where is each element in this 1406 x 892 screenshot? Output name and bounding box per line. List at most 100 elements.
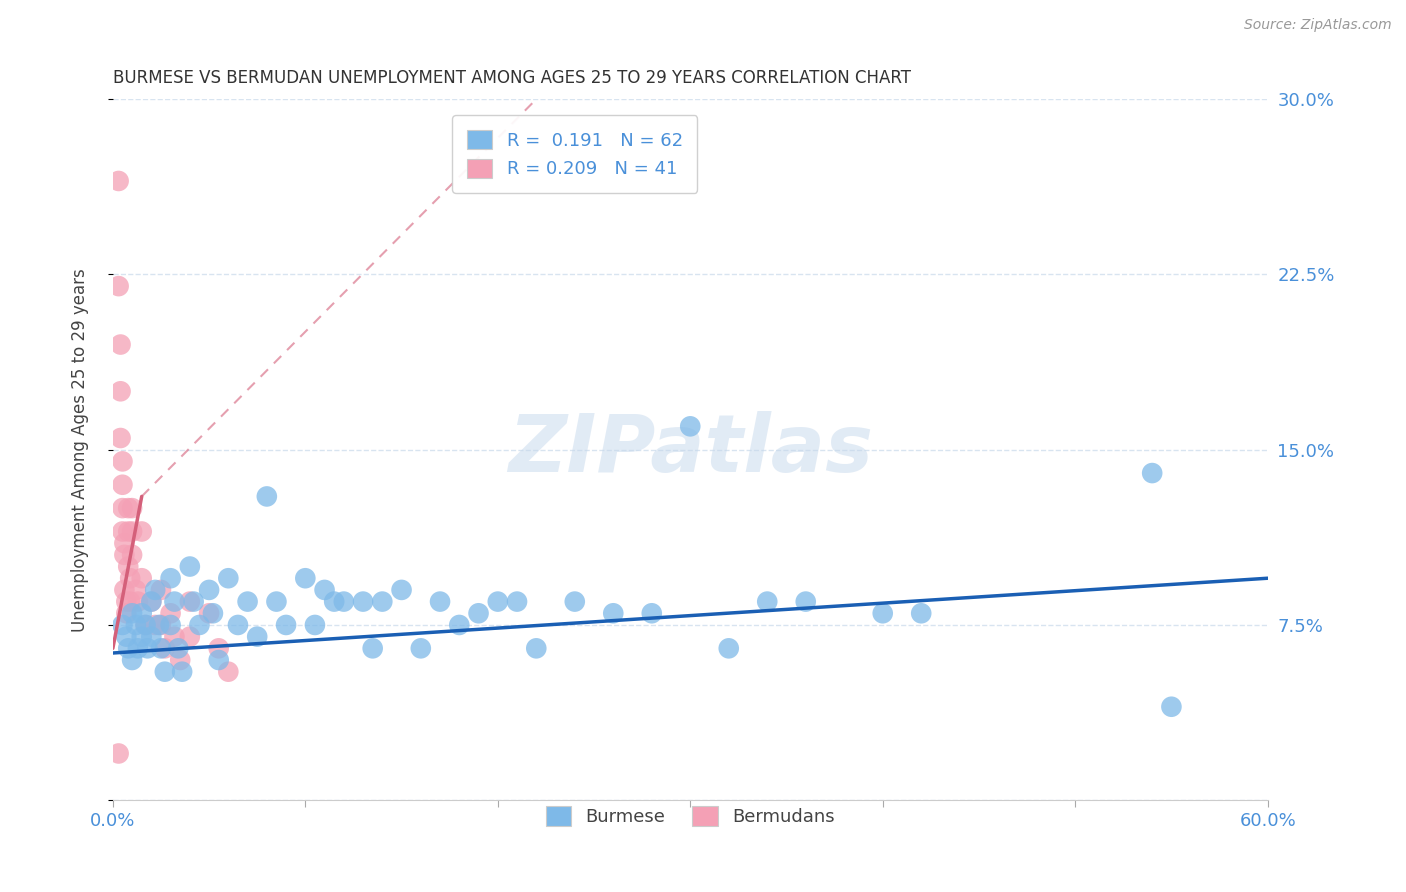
Point: [159, 607, 181, 621]
Point: [449, 618, 471, 632]
Point: [602, 607, 624, 621]
Point: [208, 653, 231, 667]
Point: [110, 337, 132, 351]
Point: [183, 594, 205, 608]
Point: [756, 594, 779, 608]
Point: [141, 594, 163, 608]
Point: [217, 665, 239, 679]
Point: [188, 618, 211, 632]
Point: [141, 630, 163, 644]
Point: [112, 536, 135, 550]
Point: [141, 594, 163, 608]
Point: [641, 607, 664, 621]
Point: [872, 607, 894, 621]
Text: Source: ZipAtlas.com: Source: ZipAtlas.com: [1244, 18, 1392, 32]
Point: [1140, 466, 1163, 480]
Point: [179, 594, 201, 608]
Point: [115, 594, 138, 608]
Point: [148, 618, 170, 632]
Y-axis label: Unemployment Among Ages 25 to 29 years: Unemployment Among Ages 25 to 29 years: [72, 268, 89, 632]
Point: [524, 641, 547, 656]
Point: [274, 618, 297, 632]
Point: [121, 653, 143, 667]
Point: [179, 630, 201, 644]
Point: [153, 641, 176, 656]
Point: [226, 618, 249, 632]
Point: [121, 524, 143, 539]
Point: [266, 594, 288, 608]
Point: [125, 582, 148, 597]
Point: [131, 571, 153, 585]
Point: [127, 594, 149, 608]
Point: [117, 501, 139, 516]
Point: [131, 524, 153, 539]
Point: [111, 477, 134, 491]
Point: [143, 618, 166, 632]
Legend: Burmese, Bermudans: Burmese, Bermudans: [538, 799, 842, 833]
Point: [179, 559, 201, 574]
Point: [717, 641, 740, 656]
Point: [149, 582, 172, 597]
Point: [304, 618, 326, 632]
Point: [125, 618, 148, 632]
Point: [486, 594, 509, 608]
Point: [429, 594, 451, 608]
Point: [679, 419, 702, 434]
Point: [198, 607, 221, 621]
Point: [111, 454, 134, 468]
Point: [112, 582, 135, 597]
Point: [149, 618, 172, 632]
Point: [117, 641, 139, 656]
Point: [107, 279, 129, 293]
Point: [323, 594, 346, 608]
Point: [217, 571, 239, 585]
Point: [371, 594, 394, 608]
Point: [198, 582, 221, 597]
Point: [506, 594, 529, 608]
Point: [121, 607, 143, 621]
Point: [115, 607, 138, 621]
Point: [120, 571, 142, 585]
Point: [120, 594, 142, 608]
Point: [110, 384, 132, 399]
Point: [149, 641, 172, 656]
Point: [246, 630, 269, 644]
Point: [167, 641, 190, 656]
Point: [110, 431, 132, 445]
Point: [910, 607, 932, 621]
Point: [391, 582, 413, 597]
Point: [117, 559, 139, 574]
Point: [111, 501, 134, 516]
Point: [163, 630, 186, 644]
Point: [115, 630, 138, 644]
Point: [172, 665, 194, 679]
Point: [135, 618, 157, 632]
Point: [112, 548, 135, 562]
Point: [159, 571, 181, 585]
Point: [564, 594, 586, 608]
Point: [135, 618, 157, 632]
Point: [201, 607, 224, 621]
Point: [143, 582, 166, 597]
Point: [169, 653, 191, 667]
Point: [352, 594, 374, 608]
Point: [794, 594, 817, 608]
Point: [314, 582, 336, 597]
Text: BURMESE VS BERMUDAN UNEMPLOYMENT AMONG AGES 25 TO 29 YEARS CORRELATION CHART: BURMESE VS BERMUDAN UNEMPLOYMENT AMONG A…: [112, 69, 911, 87]
Point: [131, 630, 153, 644]
Point: [1160, 699, 1182, 714]
Point: [236, 594, 259, 608]
Point: [121, 548, 143, 562]
Point: [208, 641, 231, 656]
Point: [121, 501, 143, 516]
Point: [153, 665, 176, 679]
Point: [107, 174, 129, 188]
Point: [111, 524, 134, 539]
Text: ZIPatlas: ZIPatlas: [508, 410, 873, 489]
Point: [409, 641, 432, 656]
Point: [467, 607, 489, 621]
Point: [111, 618, 134, 632]
Point: [127, 641, 149, 656]
Point: [131, 607, 153, 621]
Point: [361, 641, 384, 656]
